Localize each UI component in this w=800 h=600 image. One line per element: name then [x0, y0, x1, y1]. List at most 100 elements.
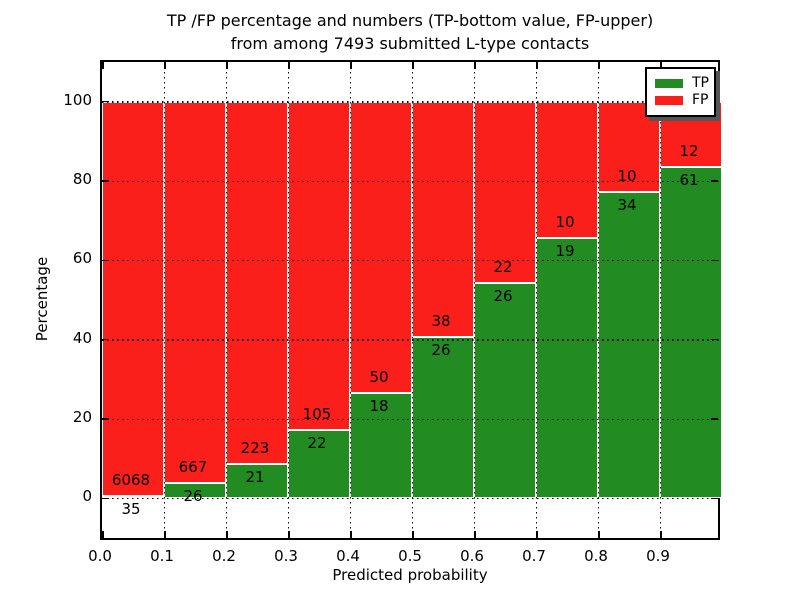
x-tick-label: 0.6	[460, 547, 484, 565]
bar-fp-segment	[226, 101, 288, 465]
tp-count-label: 21	[245, 468, 265, 487]
x-tick-mark-top	[226, 62, 228, 69]
x-tick-mark-top	[474, 62, 476, 69]
v-gridline	[411, 62, 413, 542]
legend-swatch-tp	[655, 79, 683, 88]
bar-fp-segment	[102, 101, 164, 497]
y-tick-label: 80	[72, 170, 92, 188]
x-tick-mark-top	[164, 62, 166, 69]
legend-label: FP	[692, 92, 709, 108]
legend: TP FP	[645, 67, 716, 117]
fp-count-label: 22	[493, 258, 513, 277]
tp-count-label: 26	[183, 487, 203, 506]
tp-count-label: 19	[555, 242, 575, 261]
tp-count-label: 22	[307, 433, 327, 452]
fp-count-label: 10	[555, 213, 575, 232]
v-gridline	[659, 62, 661, 542]
y-tick-label: 0	[82, 487, 92, 506]
bar-fp-segment	[412, 101, 474, 338]
x-tick-label: 0.8	[584, 547, 608, 565]
fp-count-label: 10	[617, 166, 637, 185]
x-tick-label: 0.1	[150, 547, 174, 565]
chart-title-line2: from among 7493 submitted L-type contact…	[230, 34, 590, 53]
tp-count-label: 26	[431, 341, 451, 360]
x-tick-label: 0.0	[88, 547, 112, 565]
fp-count-label: 38	[431, 312, 451, 331]
x-tick-mark	[350, 531, 352, 538]
x-tick-label: 0.2	[212, 547, 236, 565]
y-tick-mark	[102, 418, 109, 420]
x-axis-label: Predicted probability	[332, 566, 488, 584]
bar-tp-segment	[412, 337, 474, 499]
y-tick-mark-right	[711, 259, 718, 262]
y-tick-mark	[102, 338, 109, 341]
x-tick-mark	[660, 531, 662, 538]
x-tick-mark-top	[288, 62, 290, 69]
v-gridline	[473, 62, 475, 542]
plot-area	[100, 60, 722, 542]
tp-count-label: 61	[679, 170, 699, 189]
y-tick-mark-right	[711, 418, 718, 420]
y-tick-label: 40	[72, 328, 92, 347]
v-gridline	[349, 62, 351, 542]
tp-count-label: 18	[369, 397, 389, 416]
legend-swatch-fp	[655, 96, 683, 105]
v-gridline	[287, 62, 289, 542]
fp-count-label: 223	[240, 439, 270, 458]
x-tick-label: 0.9	[646, 547, 670, 565]
x-tick-mark	[288, 531, 290, 538]
y-tick-mark	[102, 259, 109, 262]
chart-title: TP /FP percentage and numbers (TP-bottom…	[100, 9, 720, 55]
x-tick-label: 0.5	[398, 547, 422, 565]
y-tick-mark	[102, 100, 109, 103]
v-gridline	[163, 62, 165, 542]
x-tick-mark	[226, 531, 228, 538]
x-tick-mark	[536, 531, 538, 538]
x-tick-mark	[102, 531, 104, 538]
legend-item: TP	[655, 75, 709, 92]
x-tick-label: 0.3	[274, 547, 298, 565]
y-tick-mark-right	[711, 338, 718, 341]
x-tick-label: 0.4	[336, 547, 360, 565]
x-tick-label: 0.7	[522, 547, 546, 565]
y-tick-mark-right	[711, 180, 718, 182]
bar-fp-segment	[350, 101, 412, 394]
chart-title-line1: TP /FP percentage and numbers (TP-bottom…	[166, 11, 654, 30]
x-tick-mark	[412, 531, 414, 538]
x-tick-mark	[598, 531, 600, 538]
tp-count-label: 34	[617, 195, 637, 214]
fp-count-label: 667	[178, 458, 208, 477]
y-tick-label: 100	[63, 90, 92, 109]
y-tick-mark	[102, 497, 109, 500]
y-tick-mark-right	[711, 497, 718, 500]
v-gridline	[597, 62, 599, 542]
tp-count-label: 26	[493, 287, 513, 306]
fp-count-label: 105	[302, 404, 332, 423]
bar-tp-segment	[350, 393, 412, 499]
bar-tp-segment	[536, 238, 598, 499]
x-tick-mark-top	[412, 62, 414, 69]
bar-tp-segment	[598, 191, 660, 499]
fp-count-label: 50	[369, 368, 389, 387]
y-axis-label: Percentage	[33, 256, 51, 342]
fp-count-label: 12	[679, 141, 699, 160]
bar-fp-segment	[474, 101, 536, 284]
x-tick-mark-top	[350, 62, 352, 69]
x-tick-mark-top	[660, 62, 662, 69]
legend-label: TP	[692, 75, 709, 91]
bar-fp-segment	[164, 101, 226, 484]
y-tick-mark	[102, 180, 109, 182]
bar-fp-segment	[288, 101, 350, 430]
v-gridline	[225, 62, 227, 542]
bar-tp-segment	[474, 283, 536, 499]
tp-count-label: 35	[121, 500, 141, 519]
fp-count-label: 6068	[111, 471, 151, 490]
y-tick-label: 60	[72, 249, 92, 268]
v-gridline	[535, 62, 537, 542]
x-tick-mark	[474, 531, 476, 538]
y-tick-label: 20	[72, 408, 92, 427]
bar-tp-segment	[660, 166, 722, 499]
x-tick-mark	[164, 531, 166, 538]
legend-item: FP	[655, 92, 709, 109]
